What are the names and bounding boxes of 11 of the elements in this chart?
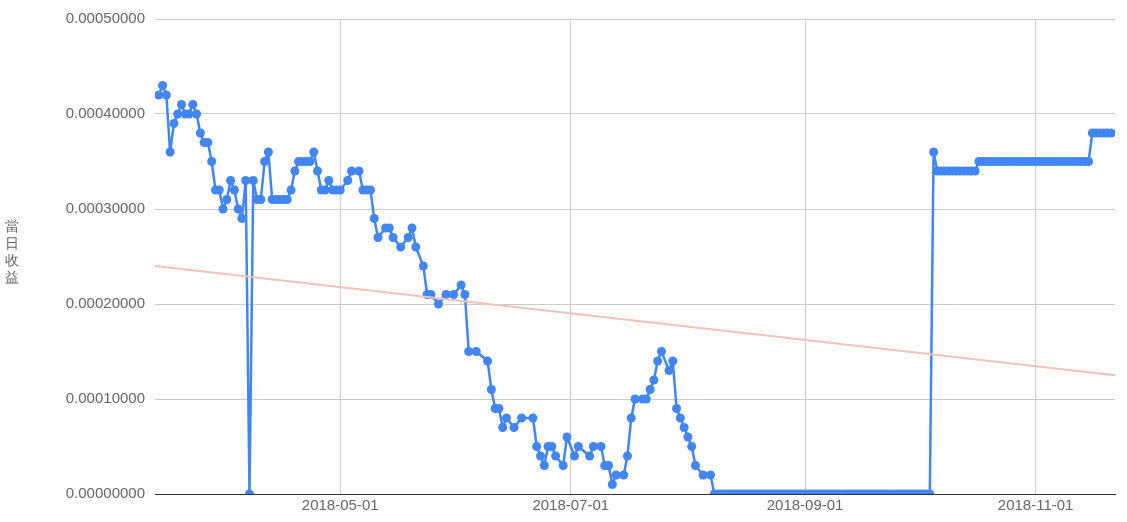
y-tick-label: 0.00020000 xyxy=(65,294,145,312)
x-tick-label: 2018-11-01 xyxy=(997,496,1074,514)
y-axis-title: 當日收益 xyxy=(5,217,19,286)
y-tick-label: 0.00040000 xyxy=(65,104,145,122)
x-tick-label: 2018-07-01 xyxy=(532,496,610,514)
y-tick-label: 0.00010000 xyxy=(65,389,145,407)
x-tick-label: 2018-09-01 xyxy=(766,496,844,514)
y-tick-label: 0.00000000 xyxy=(65,484,145,502)
y-tick-label: 0.00030000 xyxy=(65,199,145,217)
y-tick-label: 0.00050000 xyxy=(65,9,145,27)
x-tick-label: 2018-05-01 xyxy=(301,496,379,514)
